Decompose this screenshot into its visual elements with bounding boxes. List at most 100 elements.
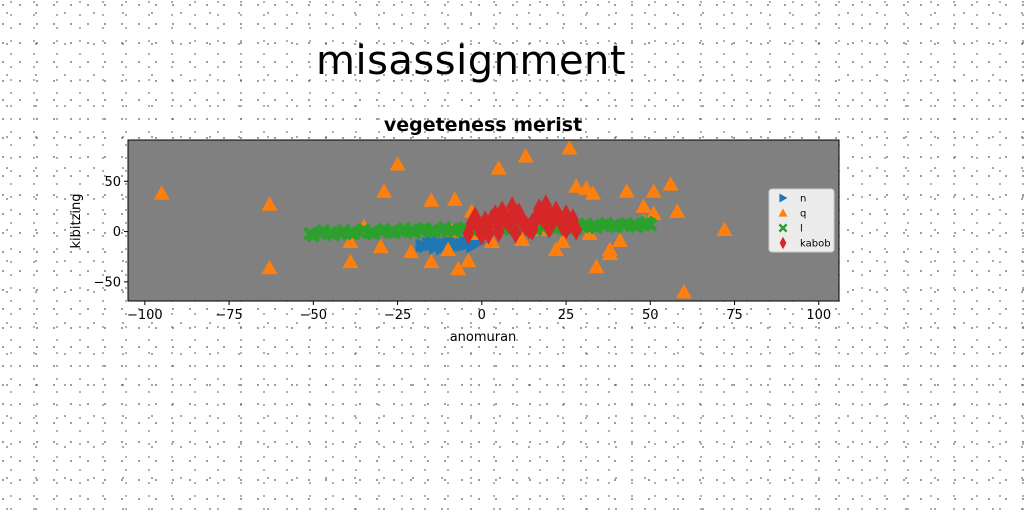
point-l-57 — [417, 221, 432, 236]
point-q-23 — [517, 148, 534, 163]
point-q-29 — [581, 225, 598, 240]
point-q-8 — [389, 156, 406, 171]
point-kabob-38 — [560, 217, 573, 240]
point-kabob-34 — [492, 220, 505, 243]
x-tick-label: −100 — [127, 308, 163, 323]
point-q-34 — [601, 241, 618, 257]
point-l-55 — [377, 222, 392, 237]
point-q-37 — [635, 198, 652, 213]
plot-title: vegeteness merist — [384, 114, 582, 136]
point-l-66 — [599, 216, 614, 231]
point-l-51 — [629, 219, 644, 234]
point-l-35 — [306, 228, 321, 243]
point-q-6 — [372, 238, 389, 254]
point-q-15 — [450, 260, 467, 276]
point-q-42 — [669, 203, 686, 218]
y-axis-label: kibitzing — [69, 193, 84, 248]
point-q-0 — [153, 185, 170, 200]
point-q-10 — [423, 253, 440, 269]
x-tick-label: 0 — [478, 308, 486, 323]
plot-frame — [127, 139, 840, 302]
legend-label-n: n — [800, 194, 806, 205]
point-l-50 — [609, 219, 624, 234]
data-marks — [153, 140, 733, 299]
legend-label-l: l — [800, 224, 803, 235]
point-kabob-32 — [462, 222, 475, 245]
point-q-44 — [716, 221, 733, 236]
point-q-40 — [645, 205, 662, 220]
x-tick-label: −75 — [215, 308, 242, 323]
point-q-4 — [342, 233, 359, 249]
point-l-53 — [336, 223, 351, 238]
point-q-31 — [585, 185, 602, 200]
point-q-22 — [514, 231, 531, 247]
point-l-56 — [397, 221, 412, 236]
point-l-39 — [387, 225, 402, 240]
point-kabob-22 — [539, 194, 552, 217]
point-kabob-36 — [526, 218, 539, 241]
point-q-43 — [675, 283, 692, 299]
x-axis-label: anomuran — [450, 330, 517, 345]
legend-label-kabob: kabob — [800, 239, 831, 250]
point-q-26 — [554, 233, 571, 249]
legend-marker-l — [778, 223, 788, 233]
point-kabob-7 — [489, 204, 502, 227]
legend-marker-n — [779, 193, 788, 203]
point-kabob-28 — [560, 204, 573, 227]
x-axis: −100 −75 −50 −25 0 25 50 75 100 — [127, 301, 831, 323]
point-n-21 — [459, 237, 472, 252]
point-l-42 — [447, 224, 462, 239]
point-kabob-37 — [543, 216, 556, 239]
point-l-65 — [579, 217, 594, 232]
x-tick-label: 50 — [642, 308, 659, 323]
point-l-67 — [619, 216, 634, 231]
point-l-41 — [427, 224, 442, 239]
legend: nql kabob — [768, 188, 835, 253]
series-kabob — [462, 194, 583, 246]
y-tick-label: 50 — [104, 175, 121, 190]
y-tick-label: −50 — [94, 275, 121, 290]
point-l-49 — [589, 220, 604, 235]
point-q-32 — [588, 258, 605, 274]
point-q-19 — [483, 233, 500, 249]
legend-marker-kabob — [779, 236, 787, 250]
point-q-35 — [611, 232, 628, 248]
figure-suptitle: misassignment — [316, 38, 627, 84]
point-l-58 — [437, 220, 452, 235]
x-tick-label: −25 — [384, 308, 411, 323]
x-tick-label: 75 — [726, 308, 743, 323]
point-q-2 — [261, 259, 278, 275]
point-q-39 — [645, 183, 662, 198]
point-q-11 — [423, 192, 440, 207]
point-q-9 — [403, 243, 420, 259]
point-l-54 — [356, 222, 371, 237]
x-tick-label: 25 — [558, 308, 575, 323]
point-q-20 — [490, 160, 507, 175]
legend-label-q: q — [800, 209, 806, 220]
point-kabob-33 — [475, 223, 488, 246]
x-tick-label: 100 — [806, 308, 831, 323]
point-l-36 — [326, 227, 341, 242]
point-n-18 — [425, 234, 439, 249]
point-q-25 — [547, 241, 564, 257]
point-l-37 — [346, 226, 361, 241]
legend-marker-q — [778, 208, 788, 217]
point-q-41 — [662, 176, 679, 191]
point-kabob-35 — [509, 221, 522, 244]
point-q-27 — [561, 140, 578, 155]
point-l-38 — [366, 226, 381, 241]
series-n — [415, 233, 486, 256]
point-q-28 — [568, 178, 585, 193]
point-q-14 — [446, 191, 463, 206]
point-q-7 — [376, 183, 393, 198]
point-q-36 — [618, 183, 635, 198]
point-kabob-31 — [570, 218, 583, 241]
point-q-1 — [261, 196, 278, 211]
point-l-68 — [639, 215, 654, 230]
point-n-19 — [435, 241, 449, 256]
point-q-3 — [342, 253, 359, 269]
legend-box — [768, 188, 835, 253]
x-tick-label: −50 — [300, 308, 327, 323]
y-tick-label: 0 — [113, 225, 121, 240]
